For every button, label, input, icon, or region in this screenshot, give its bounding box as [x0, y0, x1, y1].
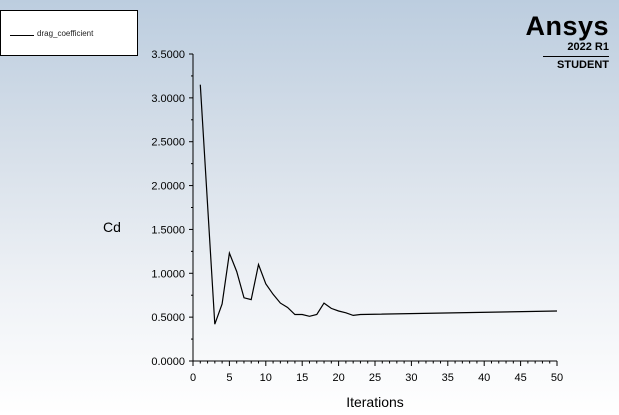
legend-box: drag_coefficient: [0, 10, 138, 56]
y-axis-ticks: 0.0000 0.5000 1.0000 1.5000 2.0000 2.5000 3.00…: [151, 49, 193, 368]
x-tick-label: 40: [478, 372, 490, 384]
x-tick-label: 35: [442, 372, 454, 384]
x-tick-label: 5: [226, 372, 232, 384]
version-label: 2022 R1: [567, 41, 609, 53]
y-tick-label: 2.0000: [151, 181, 185, 193]
x-axis-ticks: 0 5 10 15 20 25 30 35 40 45 50: [190, 361, 563, 384]
y-tick-label: 0.5000: [151, 312, 185, 324]
x-tick-label: 10: [260, 372, 272, 384]
x-tick-label: 45: [514, 372, 526, 384]
watermark-divider: [543, 56, 609, 57]
y-tick-label: 1.0000: [151, 268, 185, 280]
edition-label: STUDENT: [557, 59, 609, 71]
y-tick-label: 3.5000: [151, 49, 185, 61]
x-tick-label: 15: [296, 372, 308, 384]
y-tick-label: 1.5000: [151, 224, 185, 236]
legend-label: drag_coefficient: [37, 29, 94, 38]
series-line-drag-coefficient: [199, 84, 558, 325]
y-tick-label: 3.0000: [151, 93, 185, 105]
legend-line-swatch: [10, 35, 34, 36]
x-tick-label: 30: [405, 372, 417, 384]
x-tick-label: 50: [551, 372, 563, 384]
y-axis-label: Cd: [103, 219, 121, 235]
y-tick-label: 2.5000: [151, 137, 185, 149]
x-axis-label: Iterations: [346, 394, 404, 410]
x-tick-label: 20: [332, 372, 344, 384]
x-tick-label: 25: [369, 372, 381, 384]
ansys-logo-text: Ansys: [525, 11, 609, 41]
ansys-watermark: Ansys 2022 R1 STUDENT: [509, 12, 609, 71]
x-tick-label: 0: [190, 372, 196, 384]
y-tick-label: 0.0000: [151, 356, 185, 368]
